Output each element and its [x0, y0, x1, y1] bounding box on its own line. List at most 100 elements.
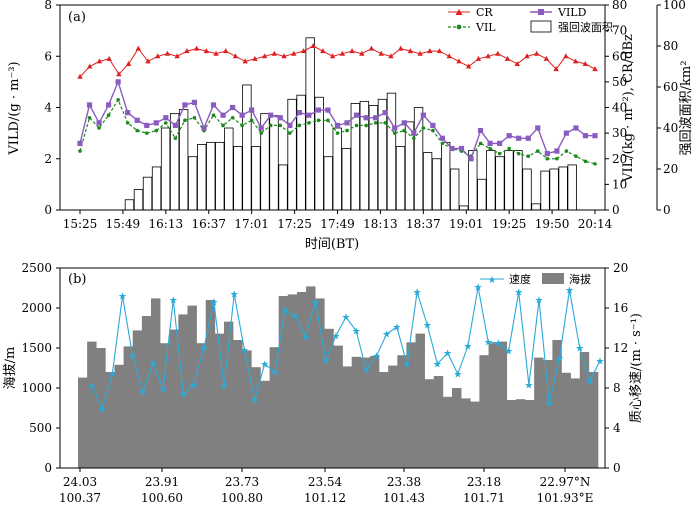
y-tick-label-left-a: 4 — [44, 101, 52, 115]
speed-point: ★ — [352, 327, 361, 338]
y-tick-label-right1-a: 0 — [612, 203, 620, 217]
vil-point — [78, 149, 82, 153]
area-bar — [332, 127, 342, 211]
speed-point: ★ — [524, 381, 533, 392]
vild-point — [249, 107, 255, 113]
cr-point — [135, 45, 142, 51]
vild-point — [258, 125, 264, 131]
y-axis-right2-label-a: 强回波面积/km² — [679, 61, 694, 156]
cr-point — [252, 55, 258, 61]
altitude-bar — [123, 346, 134, 468]
vild-point — [497, 140, 503, 146]
area-bar — [169, 113, 180, 211]
y-tick-label-left-b: 1500 — [21, 341, 52, 355]
vild-point — [210, 102, 217, 108]
right1-ticks-a: 0 10 20 30 40 50 60 70 80 — [605, 0, 627, 217]
vild-point — [420, 112, 426, 118]
cr-point — [145, 58, 151, 64]
altitude-bar — [87, 341, 97, 468]
cr-point — [563, 53, 569, 59]
cr-point — [349, 48, 355, 54]
legend-area: 强回波面积 — [558, 21, 613, 34]
x-tick-lat-label: 23.91 — [145, 475, 179, 489]
cr-point — [524, 53, 530, 59]
cr-point — [436, 48, 443, 54]
cr-point — [184, 48, 190, 54]
area-bar — [242, 84, 252, 211]
altitude-bar — [497, 341, 508, 468]
vild-point — [458, 145, 465, 152]
vil-point — [87, 115, 92, 120]
legend-altitude: 海拔 — [569, 272, 591, 286]
x-tick-label-a: 19:25 — [492, 217, 527, 231]
speed-point: ★ — [98, 405, 107, 416]
vil-point — [402, 128, 407, 133]
panel-b: ★★★★★★★★★★★★★★★★★★★★★★★★★★★★★★★★★★★★★★★★… — [3, 261, 644, 505]
vild-point — [439, 135, 446, 141]
vild-point — [77, 140, 83, 146]
cr-point — [203, 48, 210, 54]
vil-point — [164, 121, 168, 125]
area-bar — [522, 168, 532, 211]
vild-point — [401, 120, 407, 126]
vil-point — [144, 131, 149, 135]
legend-area-marker — [530, 20, 552, 33]
speed-point: ★ — [270, 368, 279, 379]
area-bar — [431, 158, 442, 211]
altitude-bar — [324, 328, 334, 468]
vil-point — [421, 126, 426, 130]
cr-point — [407, 48, 414, 54]
vil-point — [259, 131, 264, 135]
altitude-bar — [196, 343, 207, 468]
legend-vil: VIL — [475, 21, 496, 34]
vil-point — [507, 146, 511, 151]
area-bar — [567, 164, 577, 211]
altitude-bar — [141, 316, 152, 468]
vild-point — [296, 110, 302, 116]
cr-point — [582, 60, 588, 66]
vil-point — [249, 118, 254, 123]
speed-point: ★ — [301, 333, 310, 344]
vild-point — [487, 140, 493, 146]
x-tick-label-a: 15:49 — [106, 217, 141, 231]
x-axis-label-a: 时间(BT) — [305, 237, 359, 252]
speed-point: ★ — [281, 306, 290, 317]
vild-point — [172, 122, 178, 129]
speed-point: ★ — [159, 385, 168, 396]
speed-point: ★ — [179, 390, 188, 401]
vil-point — [431, 128, 435, 133]
altitude-bar — [315, 298, 325, 468]
altitude-bar — [588, 372, 599, 468]
speed-point: ★ — [209, 298, 218, 309]
x-tick-label-a: 19:50 — [535, 217, 570, 231]
altitude-bar — [150, 298, 161, 468]
speed-point: ★ — [494, 339, 503, 350]
left-ticks-b: 0 500 1000 1500 2000 2500 — [21, 261, 60, 475]
altitude-bar — [96, 348, 106, 468]
vil-point — [516, 151, 521, 156]
speed-point: ★ — [504, 347, 513, 358]
vil-point — [364, 123, 368, 128]
vild-point — [96, 120, 102, 126]
cr-point — [164, 50, 171, 56]
altitude-bar — [214, 333, 225, 468]
x-tick-lon-label: 100.60 — [141, 491, 183, 505]
area-bar — [386, 92, 397, 211]
vil-point — [240, 123, 244, 128]
y-tick-label-left-b: 1000 — [21, 381, 52, 395]
cr-point — [553, 66, 559, 72]
legend-vil-marker — [456, 24, 462, 30]
area-bar — [540, 170, 550, 211]
altitude-bar — [369, 356, 380, 468]
cr-point — [310, 43, 316, 48]
y-axis-left-label-a: VILD/(g · m⁻³) — [7, 61, 22, 155]
cr-point — [329, 53, 336, 59]
cr-point — [193, 45, 200, 51]
y-tick-label-right1-a: 70 — [612, 24, 627, 38]
vild-point — [315, 107, 322, 113]
vild-point — [191, 99, 198, 105]
vil-point — [555, 156, 559, 161]
vild-point — [229, 104, 236, 111]
vild-point — [182, 102, 188, 108]
